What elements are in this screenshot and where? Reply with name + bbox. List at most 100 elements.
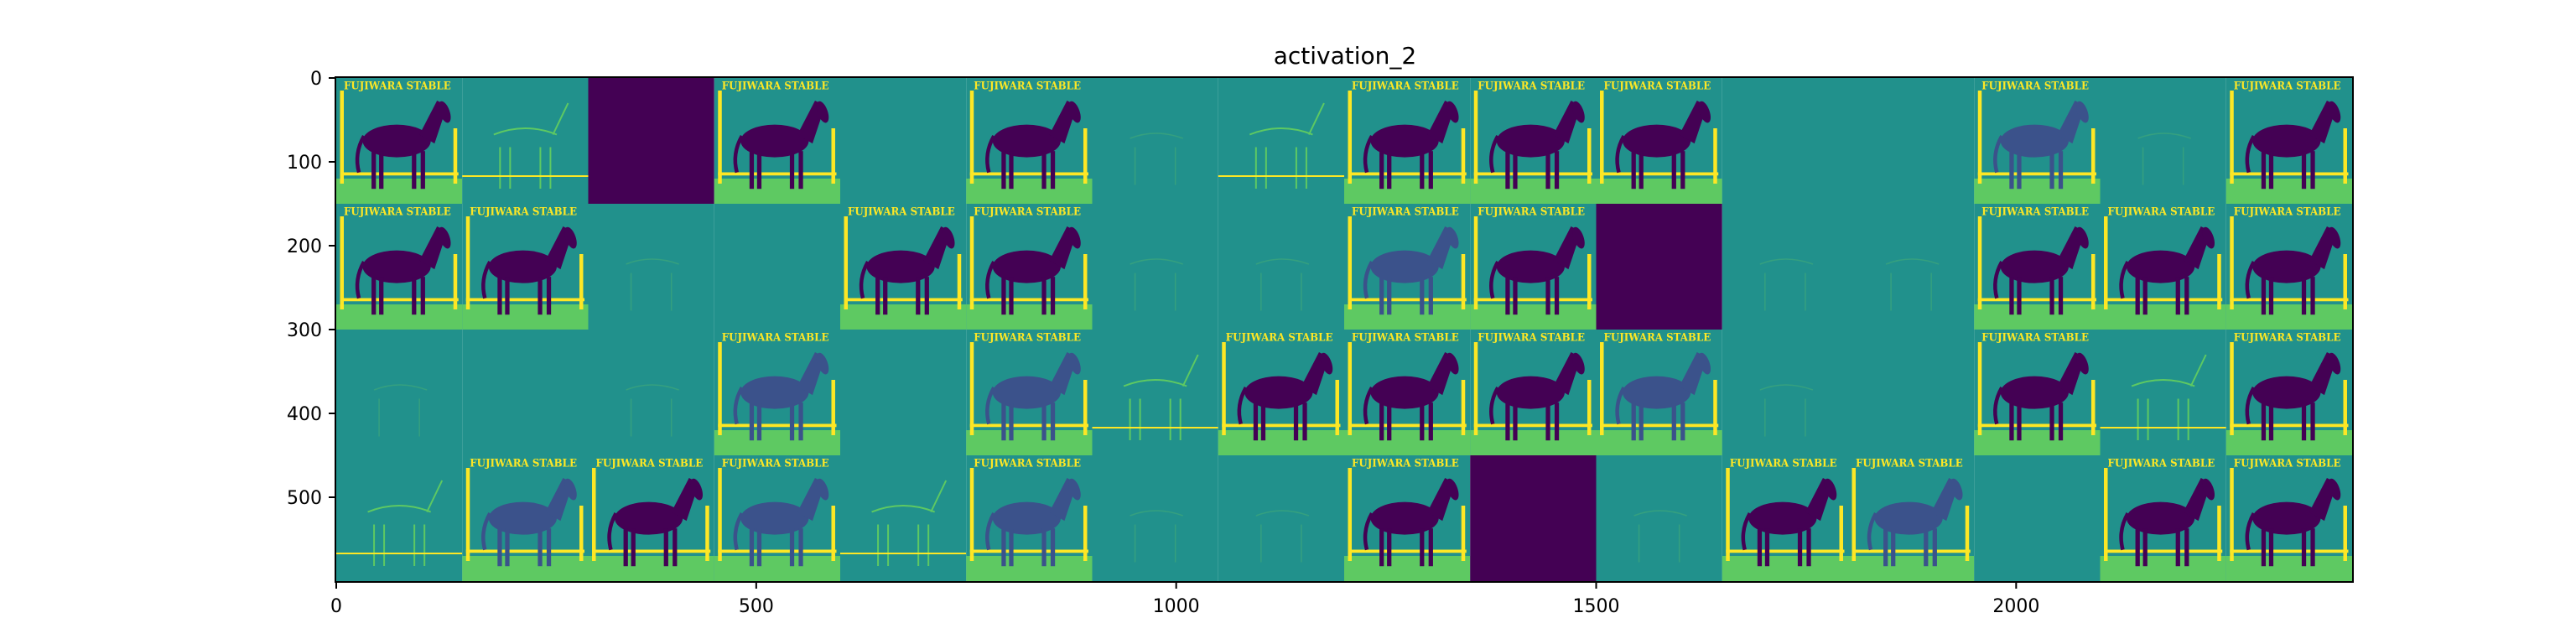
tile-post (2343, 254, 2347, 309)
activation-tile (1092, 204, 1218, 330)
tile-rail (969, 172, 1088, 176)
horse-leg (749, 402, 755, 441)
tile-post (465, 216, 470, 309)
horse-leg (2135, 528, 2140, 567)
tile-sign-text: FUJIWARA STABLE (1478, 332, 1585, 345)
horse-body (362, 124, 431, 158)
activation-tile (2100, 78, 2226, 204)
tile-sign-text: FUJIWARA STABLE (722, 80, 829, 93)
tile-ground (462, 556, 589, 581)
horse-head (1446, 352, 1459, 375)
horse-leg (1680, 402, 1685, 441)
x-axis: 0 500 1000 1500 2000 (330, 582, 2039, 617)
horse-leg (663, 528, 668, 567)
horse-tail (1993, 260, 2004, 299)
horse-leg (1671, 402, 1676, 441)
activation-tile (1596, 204, 1722, 330)
tile-edge (1130, 258, 1183, 265)
tile-rail (1726, 549, 1845, 553)
horse-leg (1379, 277, 1384, 315)
tile-edge (1308, 102, 1325, 135)
tile-post (718, 91, 722, 184)
horse-leg (2261, 528, 2267, 567)
horse-leg (2261, 151, 2267, 190)
horse-tail (481, 512, 492, 551)
tile-post (1852, 468, 1857, 561)
tile-post (2104, 468, 2108, 561)
horse-leg (1041, 528, 1046, 567)
horse-body (1496, 376, 1565, 409)
horse-leg (1050, 528, 1056, 567)
horse-leg (1387, 151, 1392, 190)
horse-leg (1883, 528, 1888, 567)
horse-tail (1615, 134, 1626, 174)
tile-post (592, 468, 596, 561)
horse-leg (1680, 151, 1685, 190)
tile-rail (1222, 423, 1341, 428)
horse-leg (497, 528, 502, 567)
horse-leg (789, 402, 795, 441)
tile-ground (1470, 430, 1597, 455)
horse-body (992, 376, 1061, 409)
activation-tile: FUJIWARA STABLE (714, 455, 840, 581)
horse-head (942, 226, 955, 249)
activation-tile (1722, 78, 1848, 204)
horse-leg (2017, 402, 2022, 441)
horse-leg (1631, 402, 1636, 441)
horse-body (615, 501, 683, 535)
tile-post (1473, 342, 1478, 435)
horse-head (1698, 352, 1711, 375)
horse-head (1572, 226, 1585, 249)
horse-leg (1253, 402, 1259, 441)
horse-leg (1505, 277, 1510, 315)
tile-post (1587, 380, 1592, 435)
tile-sign-text: FUJIWARA STABLE (722, 332, 829, 345)
horse-leg (1420, 528, 1425, 567)
horse-leg (1428, 402, 1433, 441)
tile-edge (871, 505, 936, 513)
tile-rail (1473, 423, 1592, 428)
tile-edge (1255, 258, 1310, 265)
tile-rail (969, 549, 1088, 553)
horse-head (438, 101, 451, 123)
horse-head (1446, 478, 1459, 501)
tile-post (718, 468, 722, 561)
horse-tail (1993, 386, 2004, 425)
tile-rail (1852, 549, 1971, 553)
tile-post (465, 468, 470, 561)
horse-head (2328, 478, 2341, 501)
horse-leg (1009, 528, 1014, 567)
tile-edge (1182, 354, 1199, 387)
tile-post (2090, 254, 2096, 309)
horse-body (1370, 124, 1439, 158)
tile-rail (1977, 298, 2096, 302)
tile-post (1083, 254, 1088, 309)
horse-body (992, 501, 1061, 535)
activation-tile (462, 330, 589, 455)
horse-head (1824, 478, 1837, 501)
horse-leg (497, 277, 502, 315)
activation-tile: FUJIWARA STABLE (1218, 330, 1344, 455)
horse-leg (2058, 151, 2064, 190)
horse-leg (1009, 402, 1014, 441)
tile-ground (1344, 430, 1471, 455)
horse-head (2328, 352, 2341, 375)
horse-leg (1428, 277, 1433, 315)
tile-ground (2100, 304, 2226, 330)
activation-tile: FUJIWARA STABLE (336, 204, 463, 330)
activation-tile: FUJIWARA STABLE (1470, 204, 1597, 330)
x-tick-label: 1000 (1153, 596, 1200, 617)
horse-head (1950, 478, 1963, 501)
horse-tail (2119, 260, 2130, 299)
activation-tile: FUJIWARA STABLE (462, 455, 589, 581)
tile-sign-text: FUJIWARA STABLE (1352, 332, 1459, 345)
horse-tail (985, 260, 996, 299)
tile-post (1977, 216, 1982, 309)
horse-head (816, 101, 829, 123)
tile-sign-text: FUJIWARA STABLE (1352, 458, 1459, 470)
tile-post (579, 506, 584, 561)
horse-head (2202, 226, 2215, 249)
horse-leg (789, 151, 795, 190)
activation-tile: FUJIWARA STABLE (714, 78, 840, 204)
horse-leg (538, 528, 543, 567)
